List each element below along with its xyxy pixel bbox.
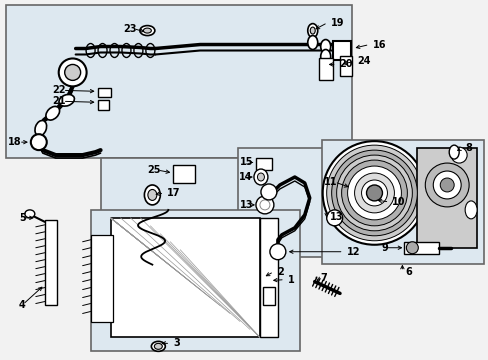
Ellipse shape	[154, 343, 162, 349]
Ellipse shape	[35, 121, 46, 136]
Circle shape	[64, 64, 81, 80]
Bar	[98, 100, 108, 110]
Text: 20: 20	[339, 59, 352, 69]
Circle shape	[354, 173, 394, 213]
Ellipse shape	[320, 50, 330, 63]
Ellipse shape	[307, 24, 317, 37]
Text: 13: 13	[239, 200, 252, 210]
Circle shape	[31, 134, 47, 150]
Ellipse shape	[59, 94, 74, 106]
Bar	[332, 41, 350, 60]
Ellipse shape	[143, 28, 151, 33]
Text: 12: 12	[346, 247, 359, 257]
Ellipse shape	[140, 26, 155, 36]
Bar	[263, 287, 274, 305]
Circle shape	[322, 141, 426, 245]
Circle shape	[261, 184, 276, 200]
Text: 24: 24	[357, 57, 370, 67]
Ellipse shape	[320, 40, 330, 54]
Bar	[339, 57, 351, 76]
Circle shape	[331, 150, 416, 236]
Text: 17: 17	[167, 188, 181, 198]
Circle shape	[59, 58, 86, 86]
Ellipse shape	[147, 189, 157, 201]
Text: 6: 6	[405, 267, 411, 276]
Text: 10: 10	[392, 197, 405, 207]
Circle shape	[361, 180, 386, 206]
Bar	[90, 210, 299, 351]
Bar	[110, 218, 260, 337]
Text: 1: 1	[287, 275, 294, 285]
Circle shape	[432, 171, 460, 199]
Text: 19: 19	[330, 18, 344, 28]
Ellipse shape	[309, 27, 315, 34]
Text: 2: 2	[276, 267, 283, 276]
Circle shape	[336, 155, 411, 231]
Circle shape	[406, 242, 417, 254]
Ellipse shape	[448, 145, 458, 159]
Circle shape	[425, 163, 468, 207]
Bar	[255, 158, 271, 170]
Text: 11: 11	[324, 177, 337, 187]
Bar	[173, 165, 195, 183]
Circle shape	[326, 145, 422, 241]
Bar	[318, 58, 332, 80]
Text: 15: 15	[239, 157, 252, 167]
Circle shape	[326, 210, 342, 226]
Ellipse shape	[144, 185, 160, 205]
Bar	[101, 158, 276, 240]
Text: 7: 7	[320, 273, 327, 283]
Circle shape	[347, 166, 401, 220]
Text: 14: 14	[238, 172, 251, 182]
Bar	[404, 242, 438, 254]
Circle shape	[269, 244, 285, 260]
Bar	[260, 218, 277, 337]
Text: 23: 23	[122, 24, 136, 33]
Ellipse shape	[151, 341, 165, 351]
Ellipse shape	[257, 173, 264, 181]
Text: 8: 8	[464, 143, 471, 153]
Circle shape	[366, 185, 382, 201]
Circle shape	[439, 178, 453, 192]
Bar	[238, 148, 412, 257]
Circle shape	[341, 160, 407, 226]
Text: 16: 16	[372, 40, 385, 50]
Text: 18: 18	[8, 137, 22, 147]
Text: 22: 22	[52, 85, 65, 95]
Ellipse shape	[253, 169, 267, 185]
Bar	[45, 220, 57, 305]
Text: 3: 3	[173, 338, 180, 348]
Ellipse shape	[464, 201, 476, 219]
Text: 25: 25	[146, 165, 160, 175]
Text: 5: 5	[19, 213, 26, 223]
Text: 4: 4	[19, 300, 26, 310]
Circle shape	[450, 147, 466, 163]
Ellipse shape	[25, 210, 35, 218]
Bar	[416, 148, 476, 248]
Ellipse shape	[46, 107, 60, 120]
Text: 9: 9	[381, 243, 387, 253]
Text: 13: 13	[329, 212, 343, 222]
Bar	[98, 88, 110, 97]
Bar	[90, 235, 112, 323]
Ellipse shape	[307, 36, 317, 50]
Text: 21: 21	[52, 96, 65, 106]
Circle shape	[255, 196, 273, 214]
Bar	[6, 5, 351, 158]
Bar	[321, 140, 483, 264]
